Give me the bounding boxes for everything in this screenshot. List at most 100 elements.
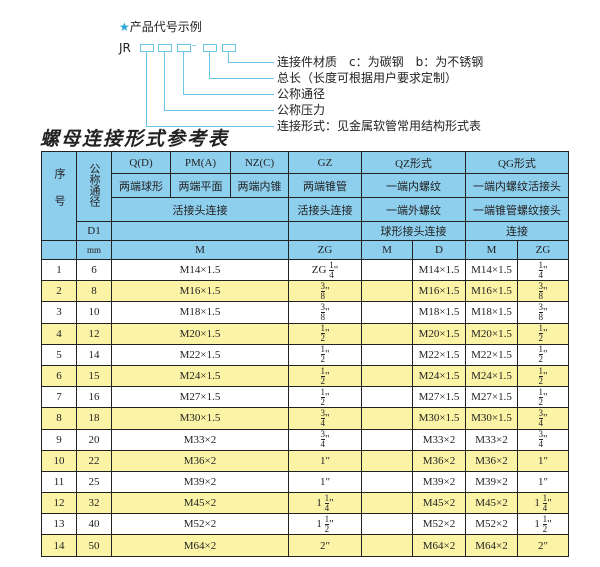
cell-qz-m: [361, 428, 413, 451]
label-diameter: 公称通径: [277, 87, 326, 101]
label-material: 连接件材质 c：为碳钢 b：为不锈钢: [277, 55, 484, 69]
cell-dn: 8: [76, 280, 112, 303]
table-row: 14 50 M64×2 2" M64×2 M64×2 2": [41, 534, 569, 557]
header-thread: M: [111, 240, 289, 260]
cell-seq: 9: [41, 428, 77, 451]
cell-qz-m: [361, 301, 413, 324]
cell-m: M39×2: [111, 470, 289, 494]
cell-dn: 32: [76, 492, 112, 515]
cell-dn: 40: [76, 513, 112, 536]
header-type: NZ(C): [230, 151, 289, 174]
table-row: 4 12 M20×1.5 1 2 " M20×1.5 M20×1.5 1 2 ": [41, 322, 569, 345]
cell-qz-d: M27×1.5: [412, 386, 466, 409]
cell-m: M33×2: [111, 428, 289, 451]
cell-qg-zg: 1 1 2 ": [517, 513, 569, 536]
cell-qg-m: M39×2: [465, 470, 518, 494]
cell-zg: 1 2 ": [288, 343, 362, 366]
header-thread: ZG: [288, 240, 362, 260]
table-row: 2 8 M16×1.5 3 8 " M16×1.5 M16×1.5 3 8 ": [41, 280, 569, 303]
cell-zg: 3 8 ": [288, 301, 362, 324]
table-row: 8 18 M30×1.5 3 4 " M30×1.5 M30×1.5 3 4 ": [41, 407, 569, 430]
cell-qz-m: [361, 449, 413, 472]
cell-zg: ZG 1 4 ": [288, 258, 362, 282]
header-d1: D1: [76, 221, 112, 241]
cell-qg-zg: 1": [517, 449, 569, 472]
cell-m: M18×1.5: [111, 301, 289, 324]
cell-m: M20×1.5: [111, 322, 289, 345]
cell-dn: 6: [76, 258, 112, 282]
cell-zg: 3 4 ": [288, 428, 362, 451]
cell-qg-zg: 1 2 ": [517, 343, 569, 366]
cell-zg: 1 1 4 ": [288, 492, 362, 515]
cell-dn: 12: [76, 322, 112, 345]
cell-qg-zg: 3 4 ": [517, 407, 569, 430]
table-row: 1 6 M14×1.5 ZG 1 4 " M14×1.5 M14×1.5 1 4 ": [41, 258, 569, 282]
cell-qg-m: M14×1.5: [465, 258, 518, 282]
table-row: 10 22 M36×2 1" M36×2 M36×2 1": [41, 449, 569, 472]
cell-qg-m: M45×2: [465, 492, 518, 515]
cell-seq: 12: [41, 492, 77, 515]
label-pressure: 公称压力: [277, 103, 326, 117]
cell-dn: 22: [76, 449, 112, 472]
cell-zg: 1": [288, 449, 362, 472]
code-box-diameter: [177, 44, 191, 52]
cell-qz-d: M52×2: [412, 513, 466, 536]
header-conn: 一端锥管螺纹接头: [465, 197, 569, 222]
cell-dn: 25: [76, 470, 112, 494]
cell-qz-m: [361, 364, 413, 388]
cell-zg: 3 4 ": [288, 407, 362, 430]
cell-qz-d: M14×1.5: [412, 258, 466, 282]
cell-seq: 14: [41, 534, 77, 557]
header-desc: 两端平面: [170, 173, 231, 198]
code-box-connection: [140, 44, 154, 52]
header-thread: D: [412, 240, 466, 260]
cell-dn: 16: [76, 386, 112, 409]
cell-qz-d: M20×1.5: [412, 322, 466, 345]
cell-zg: 1 1 2 ": [288, 513, 362, 536]
header-conn2: 连接: [465, 221, 569, 241]
cell-qg-m: M52×2: [465, 513, 518, 536]
table-row: 3 10 M18×1.5 3 8 " M18×1.5 M18×1.5 3 8 ": [41, 301, 569, 324]
cell-qz-d: M45×2: [412, 492, 466, 515]
cell-qg-m: M36×2: [465, 449, 518, 472]
cell-qz-m: [361, 492, 413, 515]
table-row: 5 14 M22×1.5 1 2 " M22×1.5 M22×1.5 1 2 ": [41, 343, 569, 366]
cell-qz-m: [361, 386, 413, 409]
cell-seq: 7: [41, 386, 77, 409]
cell-seq: 4: [41, 322, 77, 345]
cell-qz-d: M24×1.5: [412, 364, 466, 388]
header-type: PM(A): [170, 151, 231, 174]
cell-qz-d: M39×2: [412, 470, 466, 494]
header-thread: M: [465, 240, 518, 260]
header-conn2: 球形接头连接: [361, 221, 466, 241]
cell-dn: 20: [76, 428, 112, 451]
cell-qg-zg: 3 8 ": [517, 301, 569, 324]
cell-m: M36×2: [111, 449, 289, 472]
cell-qg-zg: 1 1 4 ": [517, 492, 569, 515]
table-row: 13 40 M52×2 1 1 2 " M52×2 M52×2 1 1 2 ": [41, 513, 569, 536]
cell-qg-m: M30×1.5: [465, 407, 518, 430]
code-prefix: JR: [119, 41, 131, 55]
header-type: GZ: [288, 151, 362, 174]
cell-qz-d: M64×2: [412, 534, 466, 557]
cell-dn: 15: [76, 364, 112, 388]
cell-qz-d: M16×1.5: [412, 280, 466, 303]
header-conn: 一端外螺纹: [361, 197, 466, 222]
cell-zg: 2": [288, 534, 362, 557]
cell-qg-m: M24×1.5: [465, 364, 518, 388]
table-row: 12 32 M45×2 1 1 4 " M45×2 M45×2 1 1 4 ": [41, 492, 569, 515]
code-box-pressure: [158, 44, 172, 52]
code-example-heading: ★产品代号示例: [119, 20, 202, 34]
cell-dn: 50: [76, 534, 112, 557]
table-row: 11 25 M39×2 1" M39×2 M39×2 1": [41, 470, 569, 494]
table-row: 9 20 M33×2 3 4 " M33×2 M33×2 3 4 ": [41, 428, 569, 451]
header-seq: 序号: [41, 151, 77, 241]
cell-qg-m: M16×1.5: [465, 280, 518, 303]
cell-seq: 11: [41, 470, 77, 494]
heading-text: 产品代号示例: [129, 20, 202, 34]
cell-qg-m: M64×2: [465, 534, 518, 557]
star-icon: ★: [119, 20, 130, 34]
cell-qz-m: [361, 258, 413, 282]
cell-qg-m: M22×1.5: [465, 343, 518, 366]
cell-m: M24×1.5: [111, 364, 289, 388]
